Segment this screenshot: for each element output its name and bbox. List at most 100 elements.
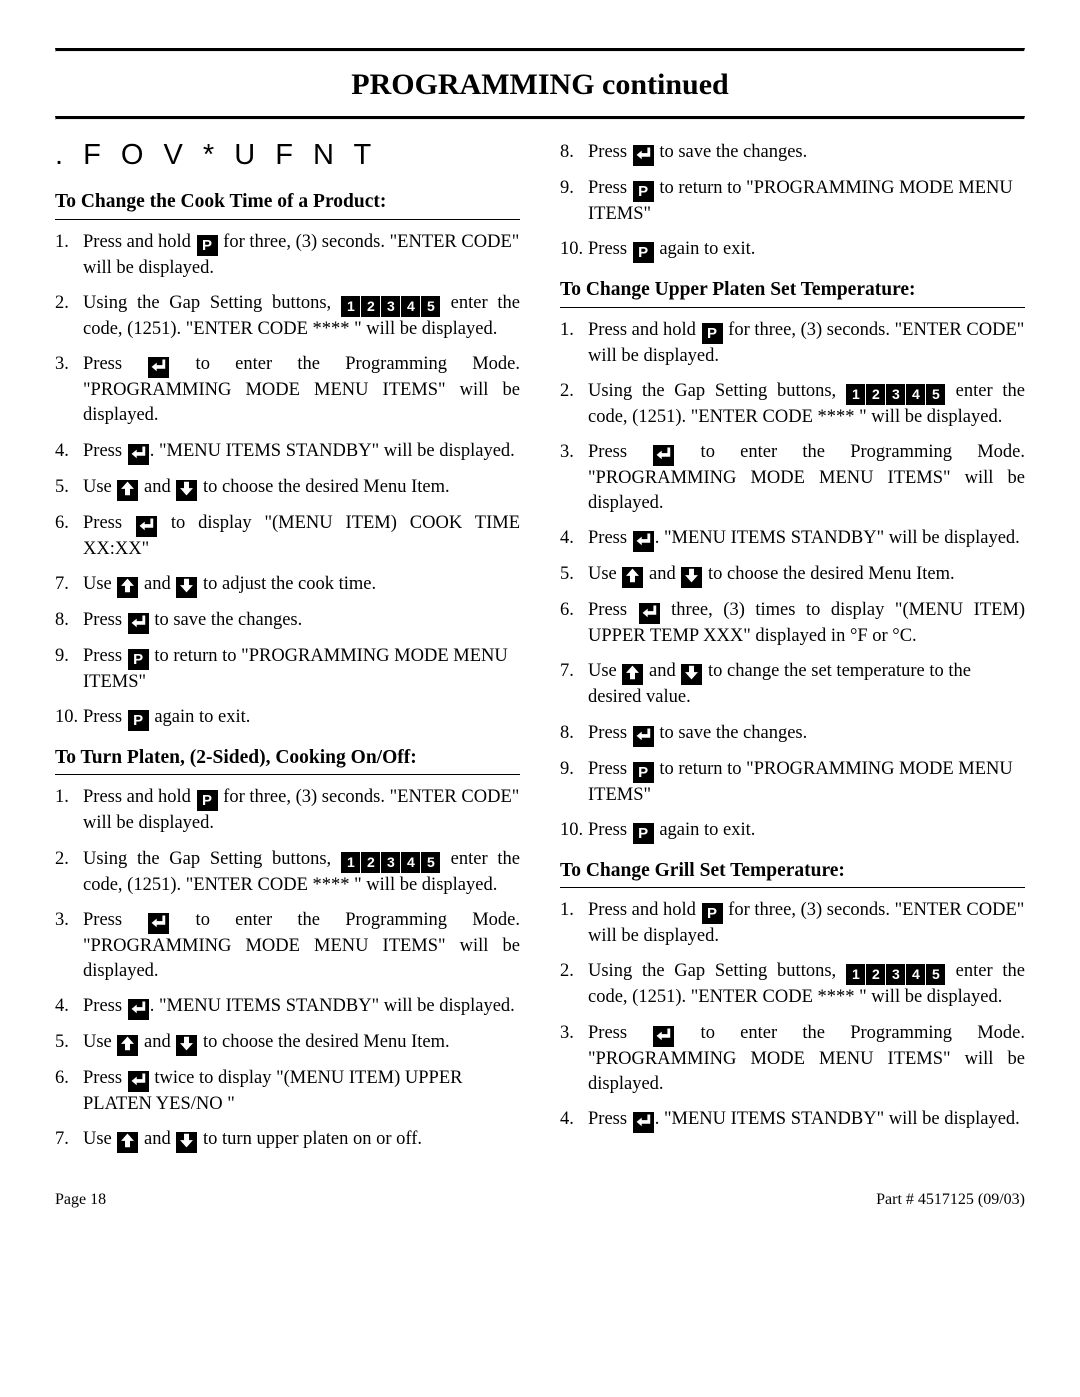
content-columns: . F O V * U F N T To Change the Cook Tim… bbox=[55, 120, 1025, 1163]
key-1-icon: 1 bbox=[846, 384, 865, 405]
text: Press and hold bbox=[83, 787, 196, 807]
key-4-icon: 4 bbox=[401, 296, 420, 317]
text: . "MENU ITEMS STANDBY" will be displayed… bbox=[150, 441, 515, 461]
p-key-icon: P bbox=[197, 790, 218, 811]
p-key-icon: P bbox=[633, 242, 654, 263]
enter-icon bbox=[633, 145, 654, 166]
text: Use bbox=[588, 564, 621, 584]
number-keys: 12345 bbox=[341, 293, 441, 313]
enter-icon bbox=[128, 999, 149, 1020]
key-1-icon: 1 bbox=[846, 964, 865, 985]
text: Press bbox=[83, 441, 127, 461]
key-1-icon: 1 bbox=[341, 296, 360, 317]
text: Press bbox=[588, 178, 632, 198]
list-item: Using the Gap Setting buttons, 12345 ent… bbox=[560, 959, 1025, 1010]
list-item: Press twice to display "(MENU ITEM) UPPE… bbox=[55, 1066, 520, 1117]
enter-icon bbox=[148, 913, 169, 934]
list-item: Press . "MENU ITEMS STANDBY" will be dis… bbox=[55, 994, 520, 1020]
key-4-icon: 4 bbox=[906, 384, 925, 405]
text: and bbox=[139, 574, 175, 594]
text: Press and hold bbox=[83, 232, 196, 252]
p-key-icon: P bbox=[128, 649, 149, 670]
rule-top bbox=[55, 48, 1025, 52]
list-item: Press to enter the Programming Mode. "PR… bbox=[55, 908, 520, 984]
text: to turn upper platen on or off. bbox=[198, 1129, 422, 1149]
enter-icon bbox=[148, 357, 169, 378]
text: and bbox=[644, 564, 680, 584]
list-item: Use and to choose the desired Menu Item. bbox=[55, 475, 520, 501]
text: to choose the desired Menu Item. bbox=[703, 564, 954, 584]
enter-icon bbox=[128, 613, 149, 634]
list-item: Press and hold P for three, (3) seconds.… bbox=[560, 318, 1025, 369]
text: to save the changes. bbox=[150, 610, 303, 630]
subhead-platen-onoff: To Turn Platen, (2-Sided), Cooking On/Of… bbox=[55, 745, 520, 776]
list-item: Use and to choose the desired Menu Item. bbox=[560, 562, 1025, 588]
list-item: Press P again to exit. bbox=[560, 237, 1025, 263]
key-2-icon: 2 bbox=[361, 852, 380, 873]
enter-icon bbox=[633, 1112, 654, 1133]
text: again to exit. bbox=[655, 820, 756, 840]
number-keys: 12345 bbox=[846, 961, 946, 981]
text: Press bbox=[588, 820, 632, 840]
key-4-icon: 4 bbox=[401, 852, 420, 873]
page: PROGRAMMING continued . F O V * U F N T … bbox=[0, 0, 1080, 1239]
list-item: Press to display "(MENU ITEM) COOK TIME … bbox=[55, 511, 520, 562]
key-2-icon: 2 bbox=[866, 384, 885, 405]
list-item: Press P to return to "PROGRAMMING MODE M… bbox=[55, 644, 520, 695]
key-3-icon: 3 bbox=[381, 296, 400, 317]
key-2-icon: 2 bbox=[361, 296, 380, 317]
text: Use bbox=[83, 1129, 116, 1149]
up-arrow-icon bbox=[117, 1132, 138, 1153]
list-item: Press three, (3) times to display "(MENU… bbox=[560, 598, 1025, 649]
enter-icon bbox=[653, 445, 674, 466]
up-arrow-icon bbox=[117, 1035, 138, 1056]
text: to choose the desired Menu Item. bbox=[198, 477, 449, 497]
down-arrow-icon bbox=[176, 480, 197, 501]
text: Press bbox=[588, 142, 632, 162]
text: Press and hold bbox=[588, 320, 701, 340]
p-key-icon: P bbox=[633, 823, 654, 844]
down-arrow-icon bbox=[176, 577, 197, 598]
list-item: Press to save the changes. bbox=[560, 721, 1025, 747]
list-item: Press . "MENU ITEMS STANDBY" will be dis… bbox=[560, 526, 1025, 552]
text: to save the changes. bbox=[655, 142, 808, 162]
text: Press bbox=[588, 1109, 632, 1129]
section-title: . F O V * U F N T bbox=[55, 136, 520, 175]
list-item: Press to enter the Programming Mode. "PR… bbox=[560, 440, 1025, 516]
key-2-icon: 2 bbox=[866, 964, 885, 985]
enter-icon bbox=[633, 531, 654, 552]
text: Press and hold bbox=[588, 900, 701, 920]
key-5-icon: 5 bbox=[926, 384, 945, 405]
list-item: Press . "MENU ITEMS STANDBY" will be dis… bbox=[560, 1107, 1025, 1133]
steps-platen-onoff-cont: Press to save the changes. Press P to re… bbox=[560, 140, 1025, 263]
text: Using the Gap Setting buttons, bbox=[588, 961, 846, 981]
enter-icon bbox=[128, 1071, 149, 1092]
text: to adjust the cook time. bbox=[198, 574, 376, 594]
down-arrow-icon bbox=[681, 567, 702, 588]
list-item: Press and hold P for three, (3) seconds.… bbox=[55, 785, 520, 836]
key-1-icon: 1 bbox=[341, 852, 360, 873]
text: Press bbox=[83, 996, 127, 1016]
text: to choose the desired Menu Item. bbox=[198, 1032, 449, 1052]
number-keys: 12345 bbox=[341, 849, 441, 869]
text: Press bbox=[588, 239, 632, 259]
key-3-icon: 3 bbox=[381, 852, 400, 873]
subhead-grill-temp: To Change Grill Set Temperature: bbox=[560, 858, 1025, 889]
down-arrow-icon bbox=[176, 1132, 197, 1153]
p-key-icon: P bbox=[128, 710, 149, 731]
up-arrow-icon bbox=[622, 664, 643, 685]
list-item: Using the Gap Setting buttons, 12345 ent… bbox=[55, 291, 520, 342]
text: Press bbox=[83, 354, 147, 374]
text: . "MENU ITEMS STANDBY" will be displayed… bbox=[150, 996, 515, 1016]
up-arrow-icon bbox=[622, 567, 643, 588]
list-item: Press P again to exit. bbox=[560, 818, 1025, 844]
text: Use bbox=[588, 661, 621, 681]
list-item: Using the Gap Setting buttons, 12345 ent… bbox=[55, 847, 520, 898]
key-3-icon: 3 bbox=[886, 384, 905, 405]
text: Using the Gap Setting buttons, bbox=[83, 849, 341, 869]
text: Press bbox=[83, 1068, 127, 1088]
text: Use bbox=[83, 477, 116, 497]
list-item: Use and to turn upper platen on or off. bbox=[55, 1127, 520, 1153]
p-key-icon: P bbox=[633, 181, 654, 202]
column-right: Press to save the changes. Press P to re… bbox=[560, 120, 1025, 1163]
